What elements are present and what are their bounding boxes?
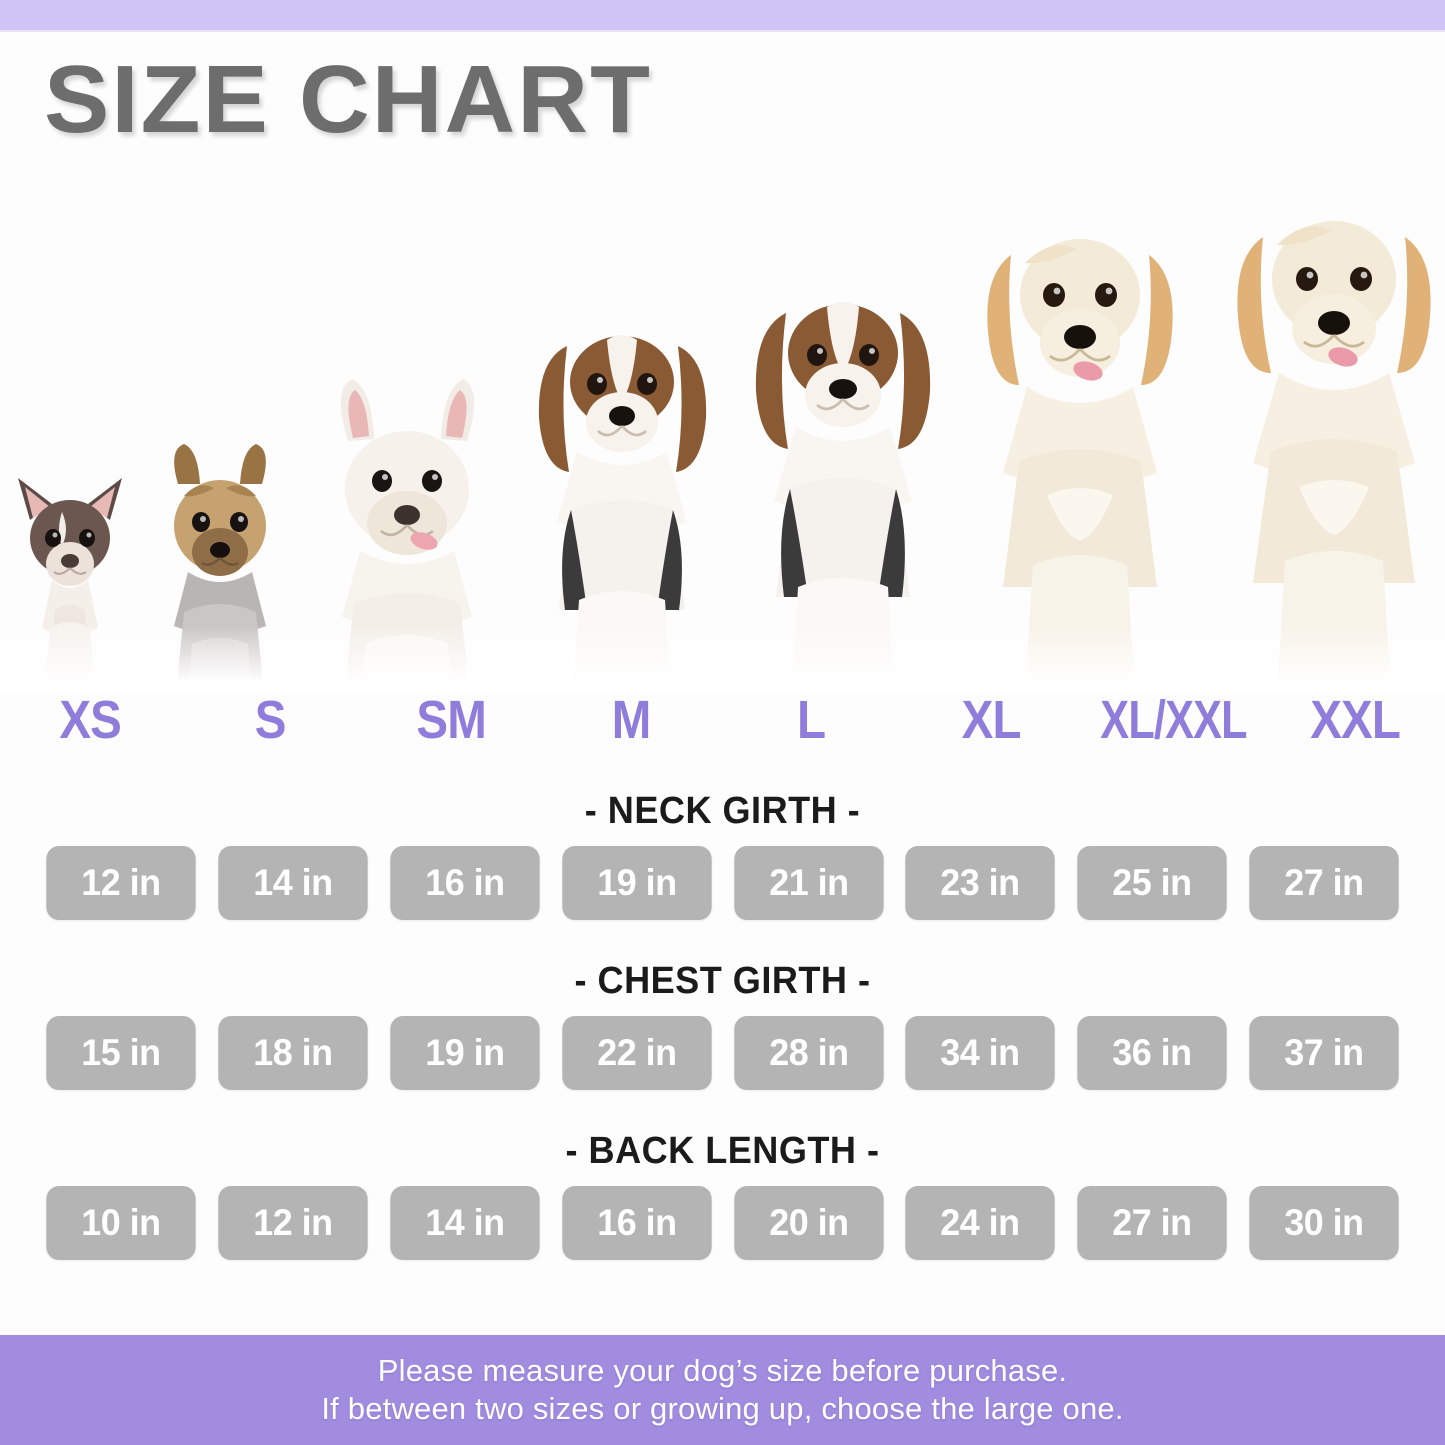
page-title: SIZE CHART (44, 46, 652, 153)
dog-yorkshire-terrier-icon (140, 150, 300, 695)
chest-girth-value: 18 in (218, 1016, 368, 1090)
neck-girth-value: 23 in (905, 846, 1055, 920)
back-length-row: 10 in 12 in 14 in 16 in 20 in 24 in 27 i… (0, 1186, 1445, 1260)
neck-girth-value: 27 in (1249, 846, 1399, 920)
chest-girth-value: 22 in (561, 1016, 712, 1090)
section-title-back-length: - BACK LENGTH - (565, 1130, 880, 1172)
neck-girth-value: 21 in (733, 846, 884, 920)
size-label-xs: XS (59, 690, 122, 750)
neck-girth-value: 14 in (218, 846, 368, 920)
chest-girth-value: 19 in (390, 1016, 540, 1090)
neck-girth-value: 12 in (46, 846, 196, 920)
chest-girth-row: 15 in 18 in 19 in 22 in 28 in 34 in 36 i… (0, 1016, 1445, 1090)
footer-line-2: If between two sizes or growing up, choo… (321, 1391, 1124, 1426)
size-label-xl: XL (962, 690, 1022, 750)
chest-girth-value: 34 in (905, 1016, 1055, 1090)
size-label-l: L (797, 690, 826, 750)
size-label-xl-xxl: XL/XXL (1099, 690, 1247, 750)
back-length-value: 24 in (905, 1186, 1055, 1260)
size-label-m: M (611, 690, 652, 750)
dog-beagle-icon (515, 150, 730, 695)
size-label-xxl: XXL (1309, 690, 1401, 750)
chest-girth-value: 15 in (46, 1016, 196, 1090)
measurement-sections: - NECK GIRTH - 12 in 14 in 16 in 19 in 2… (0, 792, 1445, 1302)
section-title-chest-girth: - CHEST GIRTH - (574, 960, 871, 1002)
top-banner (0, 0, 1445, 32)
chest-girth-value: 28 in (733, 1016, 884, 1090)
dog-french-bulldog-icon (300, 150, 515, 695)
back-length-value: 30 in (1249, 1186, 1399, 1260)
neck-girth-value: 25 in (1077, 846, 1227, 920)
chest-girth-value: 36 in (1077, 1016, 1227, 1090)
back-length-value: 16 in (561, 1186, 712, 1260)
back-length-value: 14 in (390, 1186, 540, 1260)
size-label-sm: SM (415, 690, 486, 750)
footer-line-1: Please measure your dog’s size before pu… (377, 1353, 1068, 1388)
dog-chihuahua-icon (0, 150, 140, 695)
neck-girth-row: 12 in 14 in 16 in 19 in 21 in 23 in 25 i… (0, 846, 1445, 920)
footer-banner: Please measure your dog’s size before pu… (0, 1335, 1445, 1445)
dog-size-illustrations (0, 150, 1445, 695)
back-length-value: 20 in (733, 1186, 884, 1260)
back-length-value: 27 in (1077, 1186, 1227, 1260)
dog-golden-retriever-icon (955, 150, 1205, 695)
neck-girth-value: 16 in (390, 846, 540, 920)
dog-beagle-large-icon (730, 150, 955, 695)
dog-golden-retriever-large-icon (1205, 150, 1445, 695)
back-length-value: 10 in (46, 1186, 196, 1260)
size-label-s: S (255, 690, 287, 750)
neck-girth-value: 19 in (561, 846, 712, 920)
back-length-value: 12 in (218, 1186, 368, 1260)
size-label-row: XS S SM M L XL XL/XXL XXL (0, 693, 1445, 747)
chest-girth-value: 37 in (1249, 1016, 1399, 1090)
section-title-neck-girth: - NECK GIRTH - (584, 790, 861, 832)
